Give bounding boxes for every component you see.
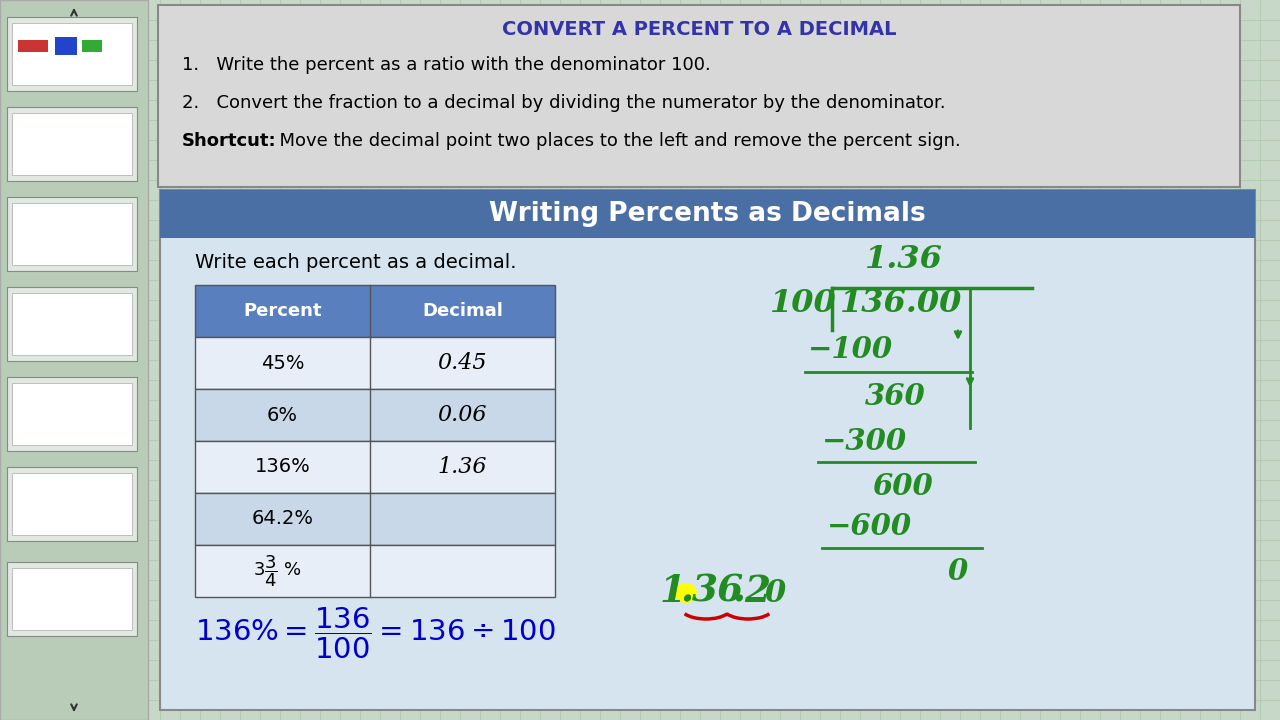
Bar bbox=[195, 493, 556, 545]
FancyBboxPatch shape bbox=[160, 190, 1254, 710]
Text: 45%: 45% bbox=[261, 354, 305, 372]
Text: 2.   Convert the fraction to a decimal by dividing the numerator by the denomina: 2. Convert the fraction to a decimal by … bbox=[182, 94, 946, 112]
Text: 64.2%: 64.2% bbox=[251, 510, 314, 528]
FancyBboxPatch shape bbox=[157, 5, 1240, 187]
Text: .: . bbox=[732, 573, 745, 610]
FancyBboxPatch shape bbox=[160, 190, 1254, 238]
FancyBboxPatch shape bbox=[6, 562, 137, 636]
Text: 36: 36 bbox=[692, 573, 744, 610]
Text: 1.   Write the percent as a ratio with the denominator 100.: 1. Write the percent as a ratio with the… bbox=[182, 56, 710, 74]
FancyBboxPatch shape bbox=[12, 23, 132, 85]
Text: 136.00: 136.00 bbox=[840, 288, 963, 319]
FancyBboxPatch shape bbox=[12, 293, 132, 355]
FancyBboxPatch shape bbox=[0, 0, 148, 720]
Bar bbox=[195, 389, 556, 441]
Text: 1: 1 bbox=[660, 573, 686, 610]
Text: 0.06: 0.06 bbox=[438, 404, 488, 426]
Text: −600: −600 bbox=[827, 512, 913, 541]
FancyBboxPatch shape bbox=[12, 203, 132, 265]
Bar bbox=[82, 40, 102, 52]
Text: 0.45: 0.45 bbox=[438, 352, 488, 374]
FancyBboxPatch shape bbox=[6, 197, 137, 271]
Text: 1.36: 1.36 bbox=[865, 244, 943, 275]
Text: −100: −100 bbox=[808, 335, 893, 364]
Text: Shortcut:: Shortcut: bbox=[182, 132, 276, 150]
FancyBboxPatch shape bbox=[6, 107, 137, 181]
Text: Write each percent as a decimal.: Write each percent as a decimal. bbox=[195, 253, 517, 271]
Text: Decimal: Decimal bbox=[422, 302, 503, 320]
Bar bbox=[195, 545, 556, 597]
Text: 0: 0 bbox=[948, 557, 968, 586]
Text: $3\dfrac{3}{4}$ %: $3\dfrac{3}{4}$ % bbox=[253, 553, 302, 589]
FancyBboxPatch shape bbox=[12, 473, 132, 535]
Text: −300: −300 bbox=[822, 427, 908, 456]
Text: $136\% = \dfrac{136}{100} = 136 \div 100$: $136\% = \dfrac{136}{100} = 136 \div 100… bbox=[195, 606, 556, 662]
Bar bbox=[195, 285, 556, 337]
FancyBboxPatch shape bbox=[12, 383, 132, 445]
Ellipse shape bbox=[675, 583, 698, 603]
Text: 100: 100 bbox=[771, 288, 837, 319]
Text: 136%: 136% bbox=[255, 457, 310, 477]
FancyBboxPatch shape bbox=[6, 467, 137, 541]
Bar bbox=[195, 337, 556, 389]
Text: 360: 360 bbox=[865, 382, 925, 411]
FancyBboxPatch shape bbox=[12, 568, 132, 630]
Text: 1.36: 1.36 bbox=[438, 456, 488, 478]
Text: Move the decimal point two places to the left and remove the percent sign.: Move the decimal point two places to the… bbox=[268, 132, 961, 150]
FancyBboxPatch shape bbox=[6, 287, 137, 361]
FancyBboxPatch shape bbox=[6, 17, 137, 91]
FancyBboxPatch shape bbox=[12, 113, 132, 175]
Text: Writing Percents as Decimals: Writing Percents as Decimals bbox=[489, 201, 925, 227]
Text: CONVERT A PERCENT TO A DECIMAL: CONVERT A PERCENT TO A DECIMAL bbox=[502, 19, 896, 38]
Bar bbox=[195, 441, 556, 493]
Text: 600: 600 bbox=[872, 472, 933, 501]
Text: 6%: 6% bbox=[268, 405, 298, 425]
Bar bbox=[55, 37, 77, 55]
Text: 2: 2 bbox=[744, 573, 771, 610]
Text: .: . bbox=[680, 573, 692, 610]
Text: .: . bbox=[680, 573, 692, 610]
Bar bbox=[18, 40, 49, 52]
Text: 0: 0 bbox=[765, 578, 786, 609]
FancyBboxPatch shape bbox=[6, 377, 137, 451]
Text: Percent: Percent bbox=[243, 302, 321, 320]
